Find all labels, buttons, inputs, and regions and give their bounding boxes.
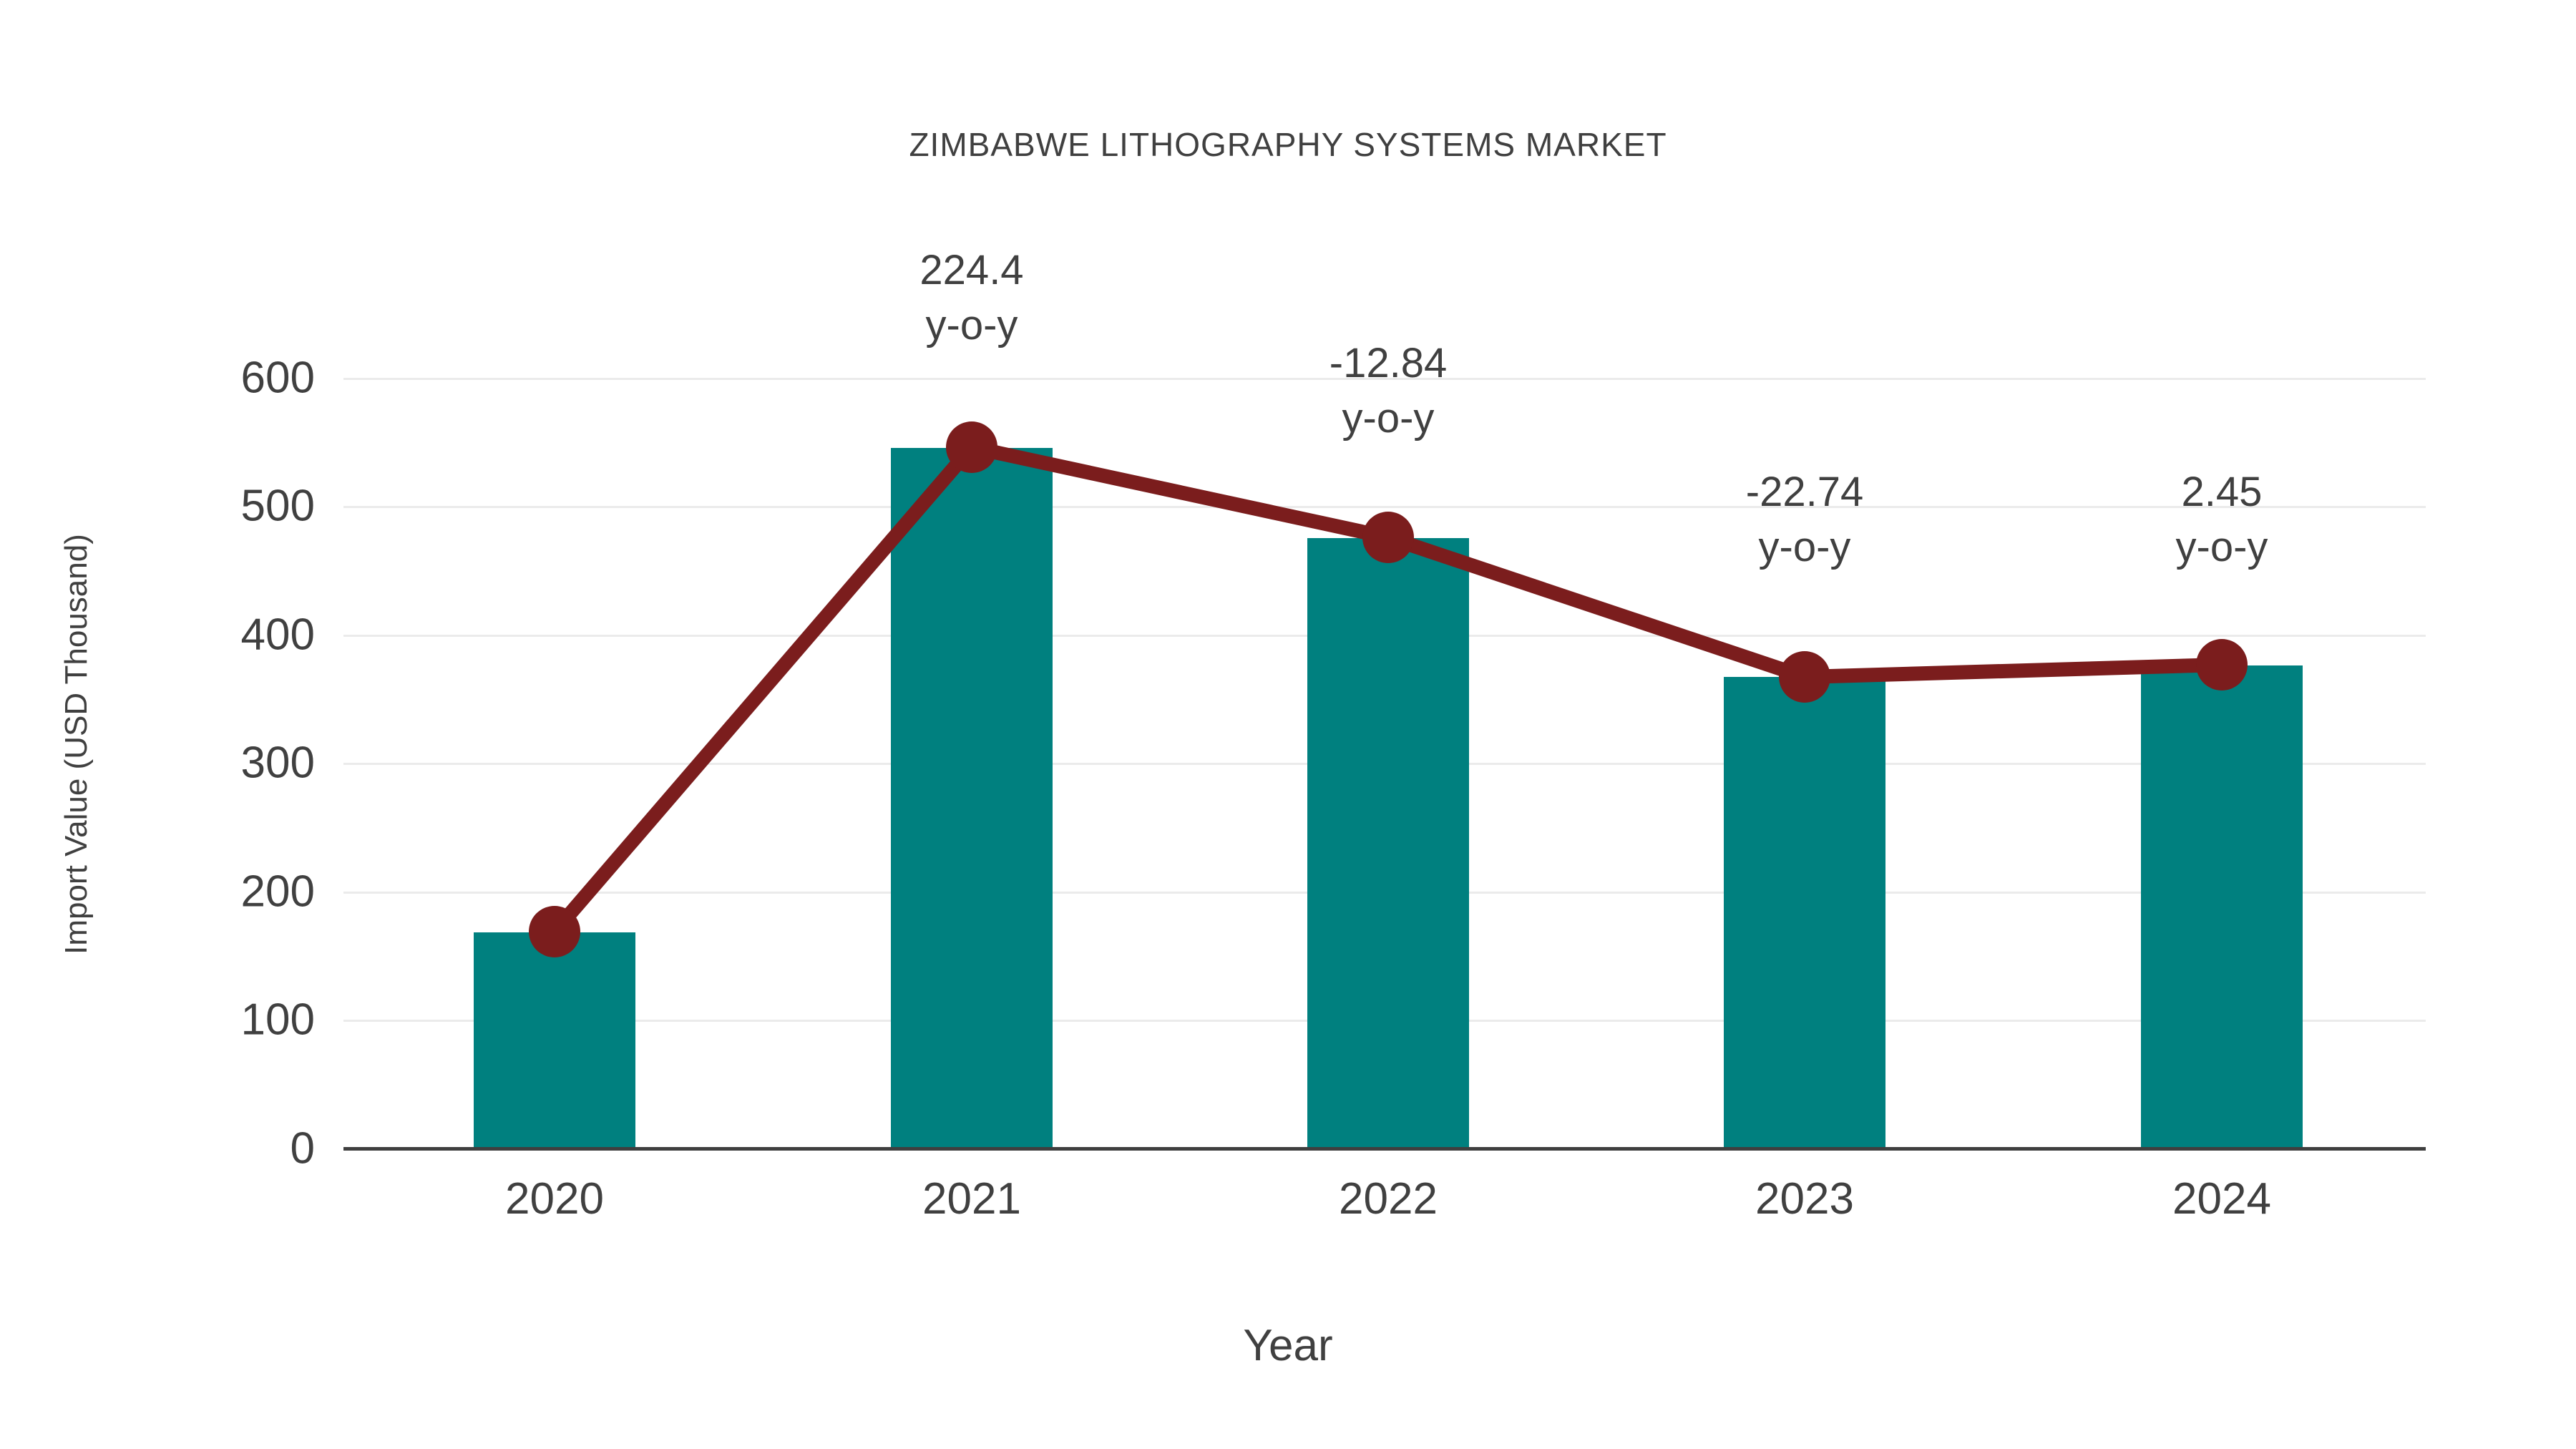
annotation-2022-sub: y-o-y: [1342, 394, 1435, 441]
annotation-2021-sub: y-o-y: [925, 301, 1018, 348]
bar-2022[interactable]: [1307, 538, 1469, 1148]
y-axis-title: Import Value (USD Thousand): [59, 534, 94, 955]
bar-2024[interactable]: [2141, 665, 2303, 1148]
chart-title: ZIMBABWE LITHOGRAPHY SYSTEMS MARKET: [909, 126, 1667, 163]
annotation-2022-value: -12.84: [1329, 340, 1448, 386]
x-tick-label-2020: 2020: [505, 1174, 604, 1224]
annotation-2024: 2.45 y-o-y: [2036, 465, 2408, 575]
bar-2021[interactable]: [891, 448, 1053, 1148]
y-tick-label-400: 400: [240, 610, 315, 660]
y-tick-label-100: 100: [240, 995, 315, 1045]
y-tick-label-600: 600: [240, 353, 315, 403]
annotation-2023: -22.74 y-o-y: [1619, 465, 1991, 575]
x-tick-label-2023: 2023: [1755, 1174, 1854, 1224]
annotation-2024-sub: y-o-y: [2175, 523, 2268, 570]
annotation-2022: -12.84 y-o-y: [1202, 336, 1574, 446]
y-tick-label-300: 300: [240, 738, 315, 788]
bar-2023[interactable]: [1724, 677, 1885, 1148]
x-axis-title: Year: [1243, 1321, 1333, 1370]
y-tick-label-0: 0: [290, 1123, 315, 1174]
annotation-2023-sub: y-o-y: [1758, 523, 1851, 570]
gridline-600: [343, 378, 2426, 380]
x-axis-line: [343, 1147, 2426, 1151]
x-tick-label-2022: 2022: [1339, 1174, 1438, 1224]
y-tick-label-200: 200: [240, 867, 315, 917]
y-tick-label-500: 500: [240, 481, 315, 531]
annotation-2021: 224.4 y-o-y: [786, 243, 1158, 353]
x-tick-label-2021: 2021: [922, 1174, 1021, 1224]
x-tick-label-2024: 2024: [2172, 1174, 2271, 1224]
annotation-2021-value: 224.4: [919, 247, 1024, 293]
annotation-2023-value: -22.74: [1745, 469, 1864, 515]
annotation-2024-value: 2.45: [2181, 469, 2263, 515]
bar-2020[interactable]: [474, 932, 635, 1148]
